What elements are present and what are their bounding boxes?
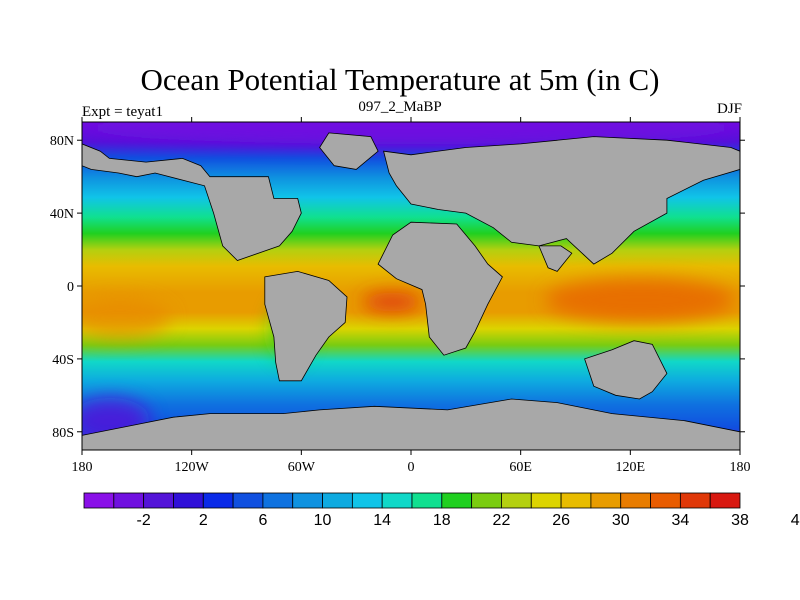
colorbar-label: 2 (199, 512, 208, 529)
y-tick-label: 80N (50, 134, 74, 149)
colorbar-label: 14 (373, 512, 391, 529)
colorbar-label: 30 (612, 512, 630, 529)
australia-landmass (584, 340, 668, 400)
india-landmass (538, 245, 573, 272)
antarctica-landmass (82, 398, 740, 450)
colorbar-swatch (292, 492, 323, 509)
season-label: DJF (716, 101, 742, 117)
colorbar-swatch (173, 492, 204, 509)
north-america-landmass (82, 143, 302, 261)
colorbar-swatch (322, 492, 353, 509)
colorbar-swatch (650, 492, 681, 509)
eurasia-landmass (383, 136, 740, 265)
colorbar-label: 10 (314, 512, 332, 529)
colorbar-swatch (590, 492, 622, 509)
colorbar-label: 6 (258, 512, 267, 529)
colorbar-label: 34 (671, 512, 689, 529)
colorbar-swatch (113, 492, 145, 509)
colorbar-label: 18 (433, 512, 451, 529)
x-tick-label: 120E (616, 460, 646, 475)
page-title: Ocean Potential Temperature at 5m (in C) (140, 62, 660, 97)
axis-ticks: 180 120W 60W 0 60E 120E 180 80N 40N 0 40S 80S (50, 117, 751, 475)
x-tick-label: 180 (730, 460, 751, 475)
colorbar-swatch (679, 492, 711, 509)
y-tick-label: 40S (52, 353, 74, 368)
colorbar-swatch (620, 492, 651, 509)
y-tick-label: 80S (52, 426, 74, 441)
warm-pool-central-pacific (82, 298, 170, 338)
colorbar-swatch (441, 492, 473, 509)
south-america-landmass (264, 270, 348, 382)
x-tick-label: 60W (288, 460, 316, 475)
colorbar-swatch (709, 492, 741, 509)
colorbar-swatch (143, 492, 174, 509)
colorbar-swatch (351, 492, 383, 509)
colorbar-label: 38 (731, 512, 749, 529)
x-tick-label: 180 (72, 460, 93, 475)
colorbar-swatch (202, 492, 234, 509)
colorbar-swatch (262, 492, 294, 509)
colorbar: -226101418222630343842 (83, 492, 800, 529)
colorbar-swatch (232, 492, 264, 509)
colorbar-swatch (530, 492, 562, 509)
colorbar-label: -2 (137, 512, 151, 529)
warm-pool-west-pacific (545, 278, 735, 322)
x-tick-label: 120W (175, 460, 210, 475)
x-tick-label: 60E (509, 460, 532, 475)
colorbar-swatch (411, 492, 443, 509)
warm-pool-gulf-guinea (362, 292, 422, 312)
colorbar-swatch (501, 492, 532, 509)
x-tick-label: 0 (408, 460, 415, 475)
colorbar-swatch (83, 492, 115, 509)
colorbar-swatch (381, 492, 413, 509)
africa-landmass (377, 221, 503, 356)
experiment-label: Expt = teyat1 (82, 104, 163, 120)
colorbar-label: 22 (493, 512, 511, 529)
colorbar-label: 26 (552, 512, 570, 529)
colorbar-label: 42 (791, 512, 800, 529)
colorbar-swatch (471, 492, 502, 509)
y-tick-label: 0 (67, 280, 74, 295)
greenland-landmass (319, 132, 379, 170)
land-layer (82, 132, 740, 450)
y-tick-label: 40N (50, 207, 74, 222)
period-label: 097_2_MaBP (358, 99, 442, 115)
colorbar-swatch (560, 492, 592, 509)
